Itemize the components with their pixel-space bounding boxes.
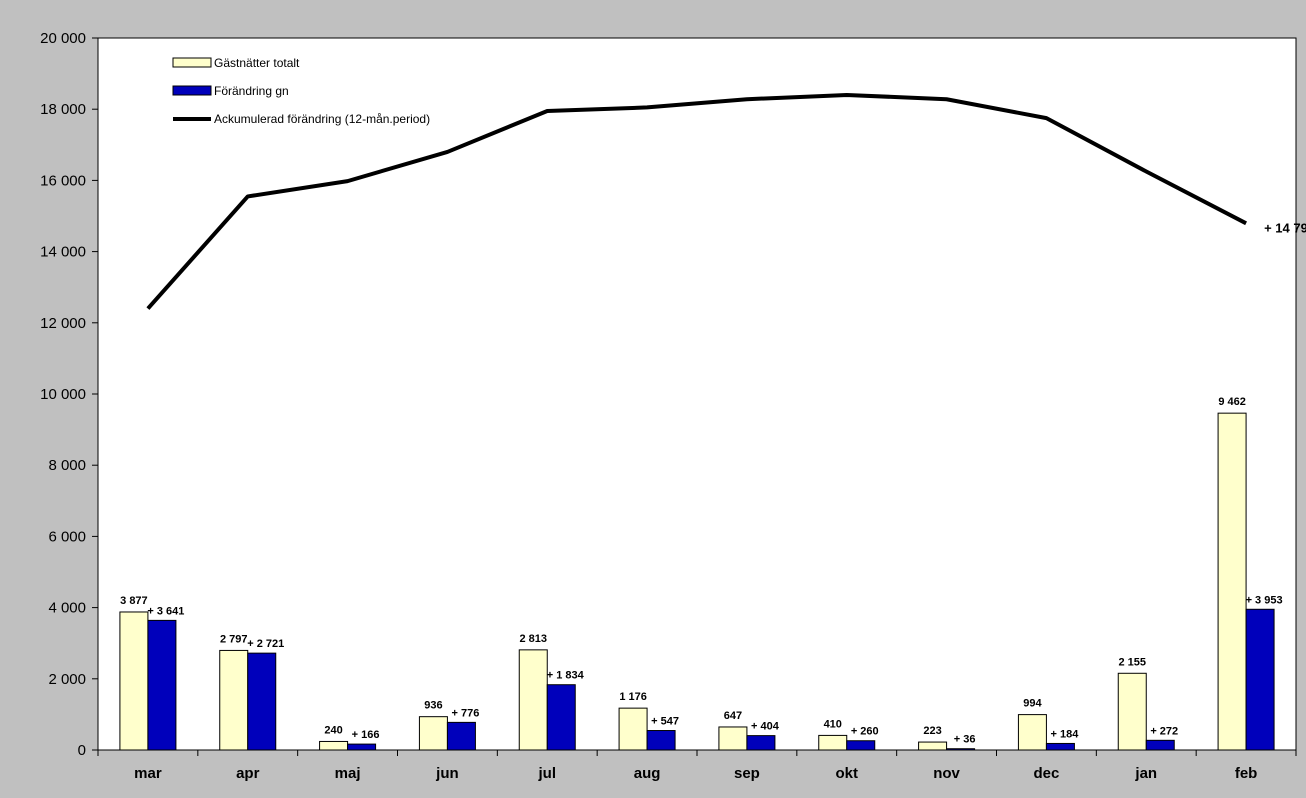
data-label-forandring: + 166 — [352, 729, 380, 741]
legend-label: Förändring gn — [214, 84, 289, 98]
data-label-gastnatter: 9 462 — [1218, 396, 1246, 408]
data-label-forandring: + 776 — [451, 707, 479, 719]
legend: Gästnätter totalt Förändring gn Ackumulera… — [172, 56, 430, 126]
y-tick-label: 4 000 — [48, 600, 86, 617]
bar-forandring-gn — [247, 652, 277, 751]
bar-forandring-gn — [846, 740, 876, 751]
legend-swatch — [172, 57, 212, 68]
data-label-gastnatter: 410 — [824, 718, 842, 730]
x-tick-label: apr — [236, 765, 260, 782]
bar-forandring-gn — [946, 748, 976, 751]
plot-area — [97, 37, 1297, 751]
bar-gastnatter-totalt — [818, 734, 848, 751]
bar-gastnatter-totalt — [918, 741, 948, 751]
y-tick-label: 8 000 — [48, 457, 86, 474]
y-tick-label: 2 000 — [48, 671, 86, 688]
data-label-forandring: + 260 — [851, 726, 879, 738]
bar-gastnatter-totalt — [618, 707, 648, 751]
bar-forandring-gn — [446, 721, 476, 751]
data-label-forandring: + 547 — [651, 716, 679, 728]
y-tick-label: 12 000 — [40, 315, 86, 332]
bar-forandring-gn — [347, 743, 377, 751]
bar-gastnatter-totalt — [1017, 714, 1047, 751]
x-tick-label: jul — [538, 765, 557, 782]
data-label-gastnatter: 994 — [1023, 698, 1042, 710]
data-label-gastnatter: 647 — [724, 710, 742, 722]
x-tick-label: feb — [1235, 765, 1258, 782]
y-tick-label: 6 000 — [48, 528, 86, 545]
data-labels-group: 3 877 2 797 240 936 2 813 1 176 647 410 223 994 2 … — [120, 220, 1306, 745]
data-label-forandring: + 36 — [954, 734, 976, 746]
data-label-forandring: + 184 — [1050, 728, 1079, 740]
bar-gastnatter-totalt — [518, 649, 548, 751]
data-label-gastnatter: 3 877 — [120, 595, 148, 607]
bar-gastnatter-totalt — [1217, 412, 1247, 751]
x-tick-label: jun — [435, 765, 459, 782]
line-series-group — [146, 92, 1248, 310]
bar-forandring-gn — [646, 730, 676, 751]
data-label-gastnatter: 936 — [424, 700, 442, 712]
y-tick-label: 20 000 — [40, 30, 86, 47]
y-tick-label: 18 000 — [40, 101, 86, 118]
legend-label: Gästnätter totalt — [214, 56, 300, 70]
bar-gastnatter-totalt — [418, 716, 448, 751]
data-label-gastnatter: 240 — [324, 724, 342, 736]
y-tick-label: 14 000 — [40, 244, 86, 261]
data-label-forandring: + 272 — [1150, 725, 1178, 737]
data-label-gastnatter: 2 797 — [220, 633, 248, 645]
x-tick-label: maj — [335, 765, 361, 782]
data-label-gastnatter: 2 813 — [519, 633, 547, 645]
x-tick-label: mar — [134, 765, 162, 782]
x-tick-label: aug — [634, 765, 661, 782]
legend-label: Ackumulerad förändring (12-mån.period) — [214, 112, 430, 126]
legend-swatch — [172, 85, 212, 96]
data-label-gastnatter: 1 176 — [619, 691, 647, 703]
bar-gastnatter-totalt — [1117, 672, 1147, 751]
x-tick-label: jan — [1134, 765, 1157, 782]
bar-forandring-gn — [147, 619, 177, 751]
bar-gastnatter-totalt — [219, 649, 249, 751]
y-axis: 0 2 000 4 000 6 000 8 000 10 000 12 000 14 000 1… — [40, 30, 99, 759]
line-ackumulerad-forandring — [146, 92, 1248, 310]
y-tick-label: 16 000 — [40, 172, 86, 189]
x-tick-label: dec — [1033, 765, 1059, 782]
data-label-gastnatter: 223 — [923, 725, 941, 737]
y-tick-label: 10 000 — [40, 386, 86, 403]
bar-gastnatter-totalt — [119, 611, 149, 751]
bar-forandring-gn — [746, 735, 776, 751]
data-label-forandring: + 404 — [751, 721, 780, 733]
data-label-forandring: + 3 953 — [1246, 594, 1283, 606]
bar-forandring-gn — [1145, 739, 1175, 751]
data-label-forandring: + 1 834 — [547, 670, 585, 682]
bar-series-group — [119, 412, 1275, 751]
line-end-label: + 14 794 — [1264, 220, 1306, 235]
y-tick-label: 0 — [78, 742, 86, 759]
bar-forandring-gn — [546, 684, 576, 751]
data-label-forandring: + 3 641 — [147, 605, 184, 617]
bar-gastnatter-totalt — [718, 726, 748, 751]
bar-forandring-gn — [1245, 608, 1275, 751]
data-label-gastnatter: 2 155 — [1118, 656, 1146, 668]
data-label-forandring: + 2 721 — [247, 638, 284, 650]
bar-gastnatter-totalt — [319, 740, 349, 751]
bar-forandring-gn — [1045, 742, 1075, 751]
x-axis: mar apr maj jun jul aug sep okt nov dec jan feb — [97, 749, 1297, 782]
x-tick-label: okt — [836, 765, 859, 782]
x-tick-label: sep — [734, 765, 760, 782]
x-tick-label: nov — [933, 765, 960, 782]
